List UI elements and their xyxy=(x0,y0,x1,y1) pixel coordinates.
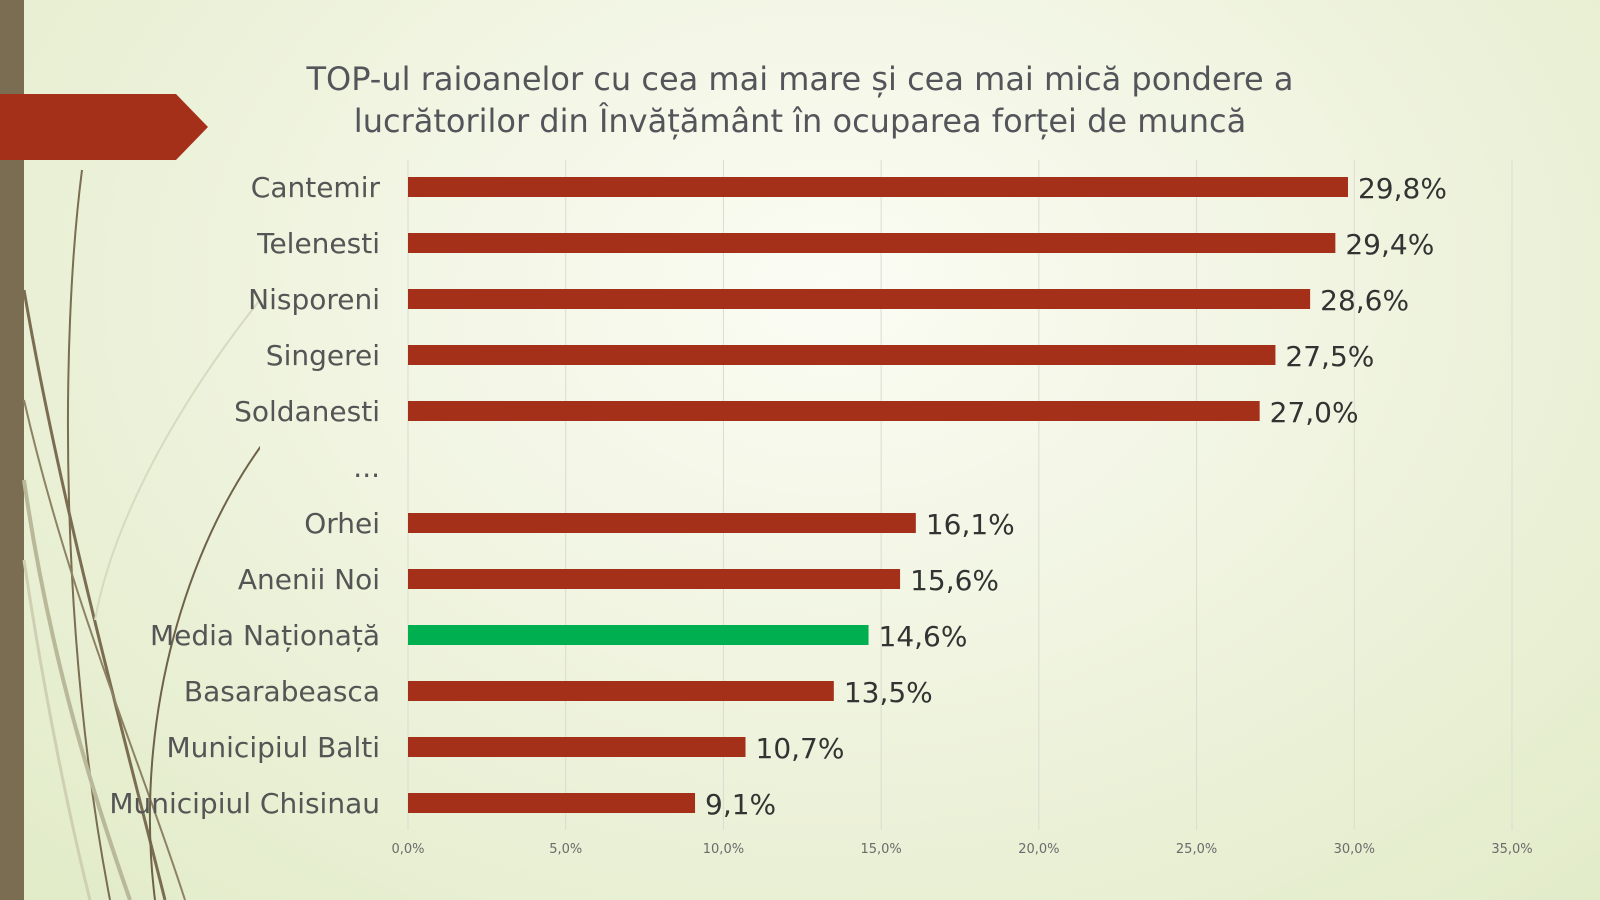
accent-arrow xyxy=(0,94,208,160)
data-label: 15,6% xyxy=(910,564,999,597)
data-label: 27,5% xyxy=(1285,340,1374,373)
chart-bars xyxy=(408,177,1348,813)
chart-gridlines xyxy=(407,160,1513,830)
data-label: 10,7% xyxy=(756,732,845,765)
x-tick-label: 5,0% xyxy=(549,842,582,857)
bar xyxy=(408,289,1311,309)
category-label: Basarabeasca xyxy=(184,675,380,708)
bar xyxy=(408,793,696,813)
bar xyxy=(408,513,916,533)
data-label: 13,5% xyxy=(844,676,933,709)
x-tick-label: 35,0% xyxy=(1491,842,1532,857)
category-label: ... xyxy=(353,451,380,484)
category-label: Media Naționață xyxy=(150,619,380,652)
chart-title: TOP-ul raioanelor cu cea mai mare și cea… xyxy=(200,58,1400,142)
category-label: Municipiul Balti xyxy=(167,731,381,764)
category-label: Orhei xyxy=(304,507,380,540)
category-label: Nisporeni xyxy=(248,283,380,316)
chart-title-line-2: lucrătorilor din Învățământ în ocuparea … xyxy=(353,102,1247,140)
chart-value-labels: 29,8% 29,4% 28,6% 27,5% 27,0% 16,1% 15,6% 14,6%… xyxy=(705,172,1447,821)
data-label: 29,4% xyxy=(1345,228,1434,261)
data-label: 29,8% xyxy=(1358,172,1447,205)
category-label: Anenii Noi xyxy=(238,563,380,596)
x-tick-label: 15,0% xyxy=(860,842,901,857)
chart-x-axis-ticks: 0,0% 5,0% 10,0% 15,0% 20,0% 25,0% 30,0% 35,0% xyxy=(391,842,1532,857)
bar xyxy=(408,737,746,757)
bar xyxy=(408,177,1348,197)
x-tick-label: 20,0% xyxy=(1018,842,1059,857)
bar xyxy=(408,233,1336,253)
data-label: 9,1% xyxy=(705,788,776,821)
bar xyxy=(408,569,901,589)
category-label: Municipiul Chisinau xyxy=(109,787,380,820)
x-tick-label: 25,0% xyxy=(1176,842,1217,857)
x-tick-label: 0,0% xyxy=(391,842,424,857)
chart-title-line-1: TOP-ul raioanelor cu cea mai mare și cea… xyxy=(306,60,1294,98)
bar xyxy=(408,345,1276,365)
category-label: Singerei xyxy=(266,339,380,372)
data-label: 16,1% xyxy=(926,508,1015,541)
category-label: Cantemir xyxy=(251,171,381,204)
category-label: Soldanesti xyxy=(234,395,380,428)
accent-arrow-shape xyxy=(0,94,208,160)
category-label: Telenesti xyxy=(256,227,380,260)
bar xyxy=(408,401,1260,421)
chart-category-labels: Cantemir Telenesti Nisporeni Singerei Soldan… xyxy=(109,171,380,820)
x-tick-label: 10,0% xyxy=(703,842,744,857)
x-tick-label: 30,0% xyxy=(1334,842,1375,857)
bar xyxy=(408,681,834,701)
decorative-curves xyxy=(22,169,260,900)
data-label: 28,6% xyxy=(1320,284,1409,317)
data-label: 14,6% xyxy=(879,620,968,653)
bar-highlight xyxy=(408,625,869,645)
data-label: 27,0% xyxy=(1270,396,1359,429)
